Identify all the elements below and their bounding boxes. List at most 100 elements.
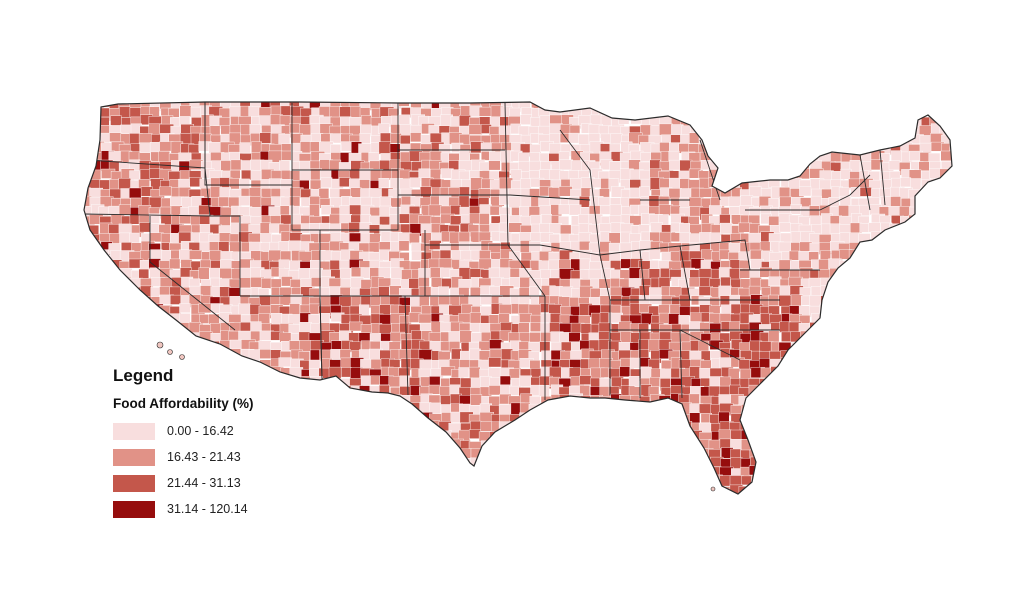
county-cell xyxy=(688,449,701,459)
county-cell xyxy=(451,484,465,494)
county-cell xyxy=(860,313,873,325)
county-cell xyxy=(870,423,883,434)
county-cell xyxy=(679,232,691,244)
county-cell xyxy=(551,495,564,507)
county-cell xyxy=(869,251,881,263)
county-cell xyxy=(781,367,793,379)
county-cell xyxy=(948,258,952,272)
county-cell xyxy=(850,123,864,137)
county-cell xyxy=(879,366,891,378)
county-cell xyxy=(670,404,682,416)
county-cell xyxy=(898,394,910,405)
county-cell xyxy=(381,485,396,494)
county-cell xyxy=(84,377,93,387)
county-cell xyxy=(600,404,612,418)
county-cell xyxy=(861,323,872,335)
county-cell xyxy=(948,124,952,135)
county-cell xyxy=(851,413,865,424)
county-cell xyxy=(369,484,382,494)
county-cell xyxy=(519,313,532,323)
county-cell xyxy=(698,459,712,469)
county-cell xyxy=(480,440,492,453)
county-cell xyxy=(430,457,444,470)
county-cell xyxy=(779,475,793,487)
county-cell xyxy=(409,486,421,494)
county-cell xyxy=(629,215,642,226)
legend-subtitle: Food Affordability (%) xyxy=(113,396,254,411)
county-cell xyxy=(649,448,662,460)
county-cell xyxy=(539,205,553,216)
county-cell xyxy=(721,143,732,156)
county-cell xyxy=(950,195,952,208)
county-cell xyxy=(890,467,904,477)
county-cell xyxy=(84,403,93,417)
county-cell xyxy=(569,367,581,378)
county-cell xyxy=(508,222,523,233)
county-cell xyxy=(759,105,774,116)
county-cell xyxy=(819,465,831,480)
county-cell xyxy=(900,305,915,320)
county-cell xyxy=(750,439,762,450)
county-cell xyxy=(920,411,934,423)
county-cell xyxy=(911,387,924,398)
county-cell xyxy=(871,312,883,325)
county-cell xyxy=(84,368,94,382)
county-cell xyxy=(401,456,415,468)
county-cell xyxy=(729,142,742,156)
county-cell xyxy=(860,493,873,494)
county-cell xyxy=(350,459,364,473)
county-cell xyxy=(570,431,582,442)
county-cell xyxy=(248,233,262,244)
county-cell xyxy=(611,495,624,508)
county-cell xyxy=(760,117,774,128)
county-cell xyxy=(911,350,924,361)
county-cell xyxy=(790,439,804,451)
county-cell xyxy=(371,493,385,494)
county-cell xyxy=(768,114,782,128)
county-cell xyxy=(829,114,844,124)
county-cell xyxy=(380,403,394,415)
county-cell xyxy=(84,124,93,135)
county-cell xyxy=(489,476,504,489)
county-cell xyxy=(860,276,872,287)
county-cell xyxy=(879,457,891,470)
county-cell xyxy=(919,477,932,491)
county-cell xyxy=(479,213,490,226)
county-cell xyxy=(851,375,864,388)
county-cell xyxy=(359,304,370,316)
county-cell xyxy=(900,495,911,507)
county-cell xyxy=(578,466,594,479)
county-cell xyxy=(530,457,544,469)
county-cell xyxy=(120,287,134,300)
county-cell xyxy=(779,134,790,147)
county-cell xyxy=(739,116,752,129)
county-cell xyxy=(530,483,542,494)
county-cell xyxy=(410,411,422,422)
county-cell xyxy=(939,350,952,364)
county-cell xyxy=(449,457,461,470)
county-cell xyxy=(919,276,932,290)
county-cell xyxy=(919,260,931,274)
county-cell xyxy=(679,484,693,494)
county-cell xyxy=(418,268,431,279)
county-cell xyxy=(778,459,793,472)
county-cell xyxy=(861,124,873,139)
county-cell xyxy=(490,448,502,459)
county-cell xyxy=(559,420,574,432)
legend-title: Legend xyxy=(113,366,174,385)
county-cell xyxy=(858,378,873,390)
county-cell xyxy=(649,421,662,433)
county-cell xyxy=(571,102,582,108)
county-cell xyxy=(790,412,805,423)
county-cell xyxy=(898,339,910,350)
county-cell xyxy=(529,421,542,435)
county-cell xyxy=(619,441,633,454)
county-cell xyxy=(679,466,693,477)
county-cell xyxy=(941,116,952,128)
county-cell xyxy=(110,286,125,297)
county-cell xyxy=(798,168,810,180)
county-cell xyxy=(441,476,452,488)
county-cell xyxy=(880,440,893,451)
county-cell xyxy=(939,448,952,460)
county-cell xyxy=(388,493,404,494)
